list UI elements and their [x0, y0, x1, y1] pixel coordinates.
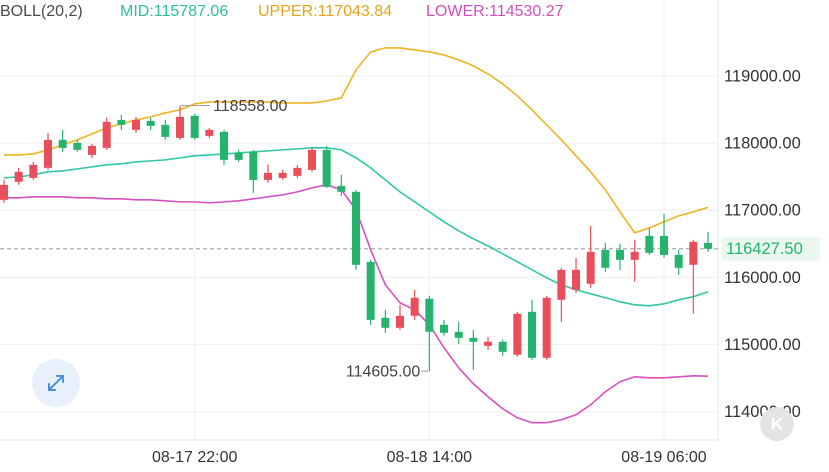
k-button-label[interactable]: K: [771, 414, 784, 433]
candle-body: [88, 145, 97, 155]
candle-body: [322, 149, 331, 187]
candle-body: [689, 241, 698, 265]
expand-icon[interactable]: [48, 375, 64, 391]
y-tick-label: 117000.00: [724, 202, 801, 220]
last-price-box: [722, 236, 820, 261]
plot-area: [0, 47, 718, 424]
high-annotation: 118558.00: [213, 98, 288, 115]
candle-body: [366, 261, 375, 320]
candle-body: [381, 317, 390, 328]
x-tick-label: 08-17 22:00: [152, 449, 238, 466]
candle-body: [176, 116, 185, 138]
candle-body: [704, 242, 713, 249]
y-tick-label: 115000.00: [724, 336, 801, 354]
candle-body: [572, 269, 581, 290]
candle-body: [73, 142, 82, 150]
candle-body: [117, 119, 126, 125]
y-tick-label: 119000.00: [724, 67, 801, 85]
candle-body: [410, 297, 419, 316]
indicator-legend: BOLL(20,2): [0, 3, 83, 20]
candle-body: [278, 172, 287, 178]
candle-body: [352, 191, 361, 265]
indicator-legend: LOWER:114530.27: [426, 3, 564, 20]
labels: BOLL(20,2) MID:115787.06 UPPER:117043.84 LO…: [0, 3, 820, 466]
candle-body: [190, 115, 199, 138]
candle-body: [234, 152, 243, 160]
candle-body: [440, 324, 449, 333]
low-annotation: 114605.00: [346, 363, 421, 380]
bollinger-line: [3, 147, 709, 307]
candle-body: [542, 297, 551, 358]
candle-body: [498, 341, 507, 352]
candle-body: [220, 131, 229, 160]
candle-body: [513, 313, 522, 355]
candle-body: [205, 129, 214, 136]
candle-body: [396, 315, 405, 328]
candle-body: [161, 124, 170, 137]
candle-body: [102, 121, 111, 148]
candle-body: [484, 341, 493, 346]
candle-body: [660, 235, 669, 255]
x-tick-label: 08-19 06:00: [621, 449, 707, 466]
last-price-label: 116427.50: [726, 240, 803, 258]
candle-body: [146, 120, 155, 126]
k-button-bg[interactable]: [760, 407, 794, 441]
indicator-legend: MID:115787.06: [120, 3, 228, 20]
candle-body: [469, 337, 478, 342]
expand-button[interactable]: [32, 359, 80, 407]
y-tick-label: 116000.00: [724, 269, 801, 287]
candle-body: [630, 251, 639, 260]
candle-body: [132, 119, 141, 130]
candle-body: [293, 167, 302, 176]
candle-body: [601, 249, 610, 268]
candle-body: [14, 171, 23, 182]
candle-body: [264, 172, 273, 180]
candle-body: [674, 254, 683, 268]
candle-body: [308, 149, 317, 170]
candle-body: [454, 331, 463, 338]
candle-body: [337, 185, 346, 192]
y-tick-label: 118000.00: [724, 134, 801, 152]
candle-body: [645, 235, 654, 253]
candle-body: [528, 311, 537, 358]
indicator-legend: UPPER:117043.84: [258, 3, 392, 20]
candle-body: [29, 164, 38, 178]
candle-body: [44, 139, 53, 168]
k-button[interactable]: K: [760, 407, 794, 441]
candle-body: [557, 269, 566, 300]
candle-body: [249, 151, 258, 180]
x-tick-label: 08-18 14:00: [387, 449, 473, 466]
candle-body: [616, 249, 625, 260]
candle-body: [586, 251, 595, 284]
candle-body: [0, 184, 8, 200]
candle-body: [425, 298, 434, 332]
candle-body: [58, 139, 67, 148]
